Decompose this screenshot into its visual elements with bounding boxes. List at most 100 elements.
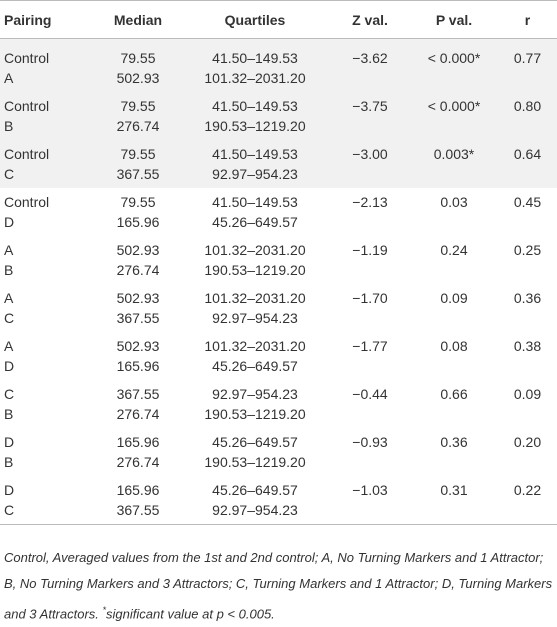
cell-line: 79.55: [120, 50, 156, 66]
table-cell: 41.50–149.53 101.32–2031.20: [180, 38, 330, 92]
table-cell: 101.32–2031.20 190.53–1219.20: [180, 236, 330, 284]
cell-line: 0.77: [513, 50, 542, 66]
cell-line: 45.26–649.57: [212, 434, 298, 450]
cell-line: −3.00: [352, 146, 388, 162]
cell-line: D: [4, 434, 15, 450]
cell-line: 502.93: [116, 242, 160, 258]
cell-line: 276.74: [116, 262, 160, 278]
table-cell: 0.24: [410, 236, 498, 284]
cell-line: 165.96: [116, 482, 160, 498]
cell-line: B: [4, 406, 14, 422]
table-cell: 0.09: [498, 380, 557, 428]
table-cell: 79.55 367.55: [96, 140, 180, 188]
cell-line: 502.93: [116, 338, 160, 354]
cell-line: −2.13: [352, 194, 388, 210]
cell-line: 0.24: [440, 242, 468, 258]
cell-line: 502.93: [116, 290, 160, 306]
table-cell: 0.22: [498, 476, 557, 525]
table-cell: 45.26–649.57 190.53–1219.20: [180, 428, 330, 476]
cell-line: −3.62: [352, 50, 388, 66]
table-cell: 79.55 502.93: [96, 38, 180, 92]
cell-line: −1.77: [352, 338, 388, 354]
cell-line: 0.003*: [433, 146, 475, 162]
cell-line: 165.96: [116, 434, 160, 450]
table-cell: −1.03: [330, 476, 410, 525]
table-cell: 0.08: [410, 332, 498, 380]
cell-line: D: [4, 214, 15, 230]
table-cell: Control A: [0, 38, 96, 92]
table-cell: 0.20: [498, 428, 557, 476]
cell-line: 0.36: [513, 290, 542, 306]
table-cell: −0.44: [330, 380, 410, 428]
table-cell: 0.77: [498, 38, 557, 92]
cell-line: 101.32–2031.20: [204, 338, 306, 354]
header-cell: Quartiles: [180, 0, 330, 39]
cell-line: 0.31: [440, 482, 468, 498]
cell-line: 101.32–2031.20: [204, 70, 306, 86]
table-row: C B 367.55 276.74 92.97–954.23 190.53–1219.20…: [0, 380, 557, 428]
cell-line: −1.19: [352, 242, 388, 258]
cell-line: 276.74: [116, 406, 160, 422]
table-cell: 79.55 165.96: [96, 188, 180, 236]
cell-line: −0.44: [352, 386, 388, 402]
table-cell: 0.45: [498, 188, 557, 236]
cell-line: 502.93: [116, 70, 160, 86]
table-cell: < 0.000*: [410, 38, 498, 92]
cell-line: 41.50–149.53: [212, 50, 298, 66]
cell-line: 276.74: [116, 454, 160, 470]
table-cell: 0.36: [410, 428, 498, 476]
cell-line: 92.97–954.23: [212, 386, 298, 402]
cell-line: 41.50–149.53: [212, 194, 298, 210]
cell-line: −3.75: [352, 98, 388, 114]
table-row: A B 502.93 276.74 101.32–2031.20 190.53–1219.…: [0, 236, 557, 284]
cell-line: 92.97–954.23: [212, 166, 298, 182]
cell-line: 45.26–649.57: [212, 482, 298, 498]
cell-line: B: [4, 262, 14, 278]
cell-line: 101.32–2031.20: [204, 242, 306, 258]
table-cell: 367.55 276.74: [96, 380, 180, 428]
cell-line: 92.97–954.23: [212, 502, 298, 518]
cell-line: 190.53–1219.20: [204, 406, 306, 422]
table-cell: 79.55 276.74: [96, 92, 180, 140]
cell-line: A: [4, 242, 14, 258]
cell-line: 101.32–2031.20: [204, 290, 306, 306]
table-row: A C 502.93 367.55 101.32–2031.20 92.97–954.23…: [0, 284, 557, 332]
cell-line: 0.09: [440, 290, 468, 306]
header-cell: Pairing: [0, 0, 96, 39]
table-cell: 0.003*: [410, 140, 498, 188]
cell-line: Control: [4, 146, 50, 162]
cell-line: 41.50–149.53: [212, 146, 298, 162]
table-row: D C 165.96 367.55 45.26–649.57 92.97–954.23 −1…: [0, 476, 557, 525]
table-row: Control D 79.55 165.96 41.50–149.53 45.26–649…: [0, 188, 557, 236]
cell-line: A: [4, 338, 14, 354]
cell-line: 0.25: [513, 242, 542, 258]
cell-line: D: [4, 358, 15, 374]
table-cell: 101.32–2031.20 92.97–954.23: [180, 284, 330, 332]
cell-line: 190.53–1219.20: [204, 262, 306, 278]
cell-line: 79.55: [120, 98, 156, 114]
cell-line: 0.66: [440, 386, 468, 402]
cell-line: 367.55: [116, 310, 160, 326]
table-row: Control C 79.55 367.55 41.50–149.53 92.97–954…: [0, 140, 557, 188]
table-cell: −1.77: [330, 332, 410, 380]
table-cell: 0.31: [410, 476, 498, 525]
cell-line: 0.80: [513, 98, 542, 114]
table-cell: 45.26–649.57 92.97–954.23: [180, 476, 330, 525]
cell-line: 190.53–1219.20: [204, 118, 306, 134]
header-row: Pairing Median Quartiles Z val. P val. r: [0, 0, 557, 39]
cell-line: −0.93: [352, 434, 388, 450]
cell-line: 0.09: [513, 386, 542, 402]
cell-line: 0.38: [513, 338, 542, 354]
footnote-significance: significant value at p < 0.005.: [106, 606, 275, 622]
results-table: Pairing Median Quartiles Z val. P val. r Cont…: [0, 0, 557, 525]
table-row: A D 502.93 165.96 101.32–2031.20 45.26–649.57…: [0, 332, 557, 380]
cell-line: 165.96: [116, 358, 160, 374]
cell-line: 45.26–649.57: [212, 214, 298, 230]
cell-line: −1.70: [352, 290, 388, 306]
table-cell: 0.09: [410, 284, 498, 332]
cell-line: 0.20: [513, 434, 542, 450]
